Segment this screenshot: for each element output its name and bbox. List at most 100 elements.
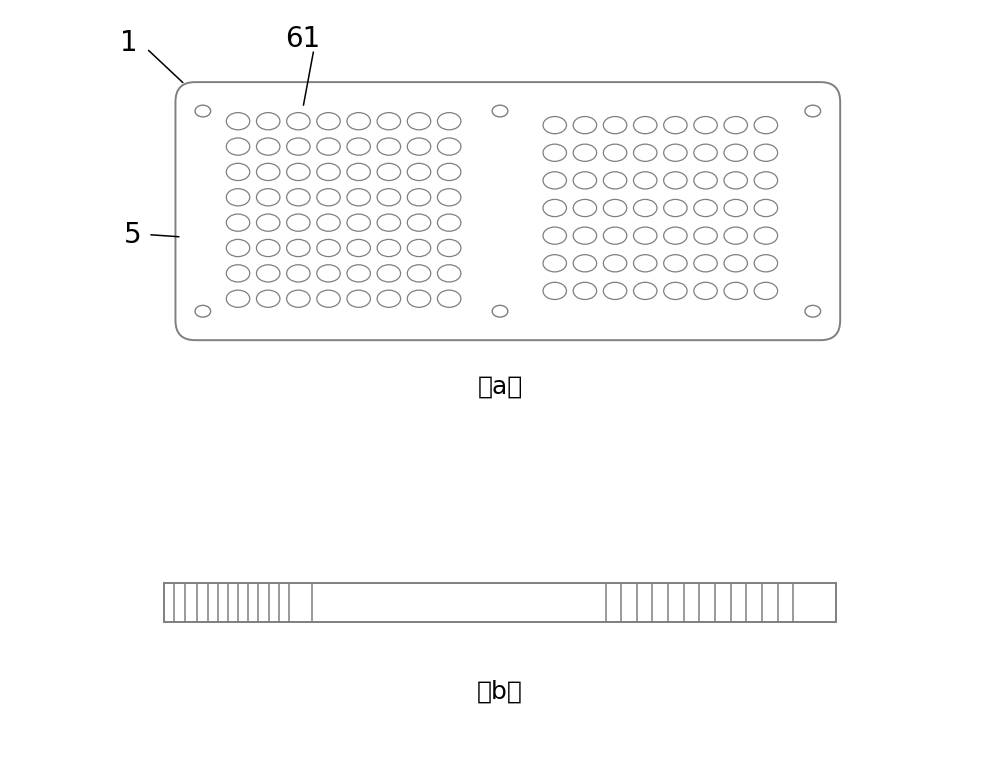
Ellipse shape — [226, 239, 250, 256]
Ellipse shape — [256, 113, 280, 130]
Ellipse shape — [603, 227, 627, 244]
Ellipse shape — [317, 265, 340, 282]
Ellipse shape — [437, 188, 461, 206]
Ellipse shape — [437, 265, 461, 282]
Ellipse shape — [543, 255, 566, 272]
Ellipse shape — [287, 113, 310, 130]
Ellipse shape — [694, 117, 717, 134]
Ellipse shape — [437, 239, 461, 256]
Ellipse shape — [694, 172, 717, 189]
Ellipse shape — [226, 163, 250, 181]
Ellipse shape — [195, 305, 211, 317]
Ellipse shape — [724, 255, 747, 272]
Ellipse shape — [492, 105, 508, 117]
Ellipse shape — [347, 214, 370, 231]
Ellipse shape — [287, 188, 310, 206]
Ellipse shape — [573, 227, 597, 244]
Ellipse shape — [377, 113, 401, 130]
Ellipse shape — [377, 163, 401, 181]
Ellipse shape — [317, 138, 340, 155]
FancyBboxPatch shape — [175, 82, 840, 340]
Ellipse shape — [633, 227, 657, 244]
Ellipse shape — [724, 199, 747, 217]
Text: （a）: （a） — [477, 375, 523, 399]
Ellipse shape — [407, 265, 431, 282]
Ellipse shape — [317, 239, 340, 256]
Text: 1: 1 — [120, 29, 137, 57]
Ellipse shape — [805, 105, 821, 117]
Ellipse shape — [256, 239, 280, 256]
Ellipse shape — [543, 144, 566, 161]
Ellipse shape — [694, 282, 717, 300]
Ellipse shape — [407, 138, 431, 155]
Ellipse shape — [694, 255, 717, 272]
Ellipse shape — [633, 199, 657, 217]
Ellipse shape — [347, 239, 370, 256]
Ellipse shape — [754, 117, 778, 134]
Ellipse shape — [347, 113, 370, 130]
Ellipse shape — [317, 214, 340, 231]
Ellipse shape — [347, 188, 370, 206]
Ellipse shape — [347, 265, 370, 282]
Ellipse shape — [543, 172, 566, 189]
Ellipse shape — [226, 214, 250, 231]
Ellipse shape — [287, 290, 310, 307]
Ellipse shape — [437, 163, 461, 181]
Ellipse shape — [573, 199, 597, 217]
Ellipse shape — [437, 113, 461, 130]
Text: 61: 61 — [285, 25, 321, 53]
Ellipse shape — [377, 239, 401, 256]
Ellipse shape — [603, 199, 627, 217]
Ellipse shape — [754, 172, 778, 189]
Ellipse shape — [256, 163, 280, 181]
Ellipse shape — [664, 282, 687, 300]
Ellipse shape — [633, 255, 657, 272]
Ellipse shape — [603, 282, 627, 300]
Ellipse shape — [664, 255, 687, 272]
Ellipse shape — [603, 255, 627, 272]
Ellipse shape — [347, 163, 370, 181]
Ellipse shape — [347, 290, 370, 307]
Ellipse shape — [317, 163, 340, 181]
Ellipse shape — [694, 144, 717, 161]
Ellipse shape — [287, 214, 310, 231]
Ellipse shape — [287, 265, 310, 282]
Ellipse shape — [573, 255, 597, 272]
Ellipse shape — [754, 199, 778, 217]
Ellipse shape — [724, 117, 747, 134]
Ellipse shape — [256, 265, 280, 282]
Ellipse shape — [724, 172, 747, 189]
Ellipse shape — [195, 105, 211, 117]
Ellipse shape — [694, 199, 717, 217]
Ellipse shape — [347, 138, 370, 155]
Ellipse shape — [377, 188, 401, 206]
Ellipse shape — [664, 227, 687, 244]
Bar — [164, 583, 836, 622]
Ellipse shape — [226, 138, 250, 155]
Ellipse shape — [226, 188, 250, 206]
Ellipse shape — [317, 113, 340, 130]
Ellipse shape — [754, 227, 778, 244]
Ellipse shape — [407, 163, 431, 181]
Ellipse shape — [407, 214, 431, 231]
Ellipse shape — [256, 290, 280, 307]
Ellipse shape — [724, 144, 747, 161]
Ellipse shape — [256, 214, 280, 231]
Ellipse shape — [543, 199, 566, 217]
Ellipse shape — [633, 282, 657, 300]
Ellipse shape — [633, 144, 657, 161]
Ellipse shape — [633, 117, 657, 134]
Text: 5: 5 — [124, 221, 141, 249]
Ellipse shape — [724, 282, 747, 300]
Ellipse shape — [724, 227, 747, 244]
Ellipse shape — [287, 138, 310, 155]
Ellipse shape — [664, 199, 687, 217]
Ellipse shape — [754, 282, 778, 300]
Ellipse shape — [543, 282, 566, 300]
Ellipse shape — [407, 290, 431, 307]
Ellipse shape — [543, 117, 566, 134]
Ellipse shape — [407, 113, 431, 130]
Ellipse shape — [543, 227, 566, 244]
Ellipse shape — [573, 144, 597, 161]
Ellipse shape — [437, 138, 461, 155]
